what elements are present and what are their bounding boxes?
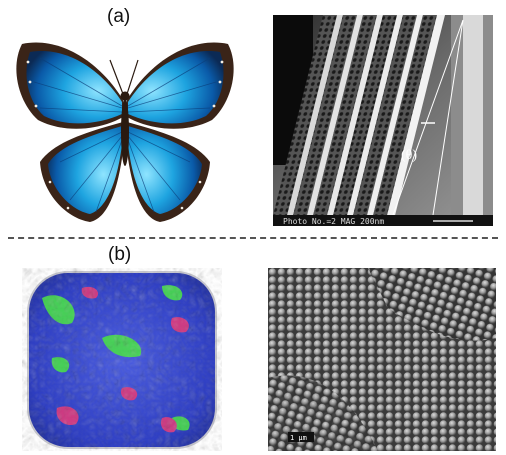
opal-sem-image: 1 μm — [268, 268, 496, 451]
section-divider — [8, 237, 498, 239]
opal-photo — [22, 268, 222, 451]
wing-scale-sem-image: (θ) Photo No.=2 MAG 200nm — [273, 15, 493, 226]
panel-b-label: (b) — [108, 244, 132, 265]
butterfly-photo — [10, 22, 240, 232]
scale-bar-label: 1 μm — [290, 434, 307, 442]
angle-label: (θ) — [401, 148, 417, 163]
panel-a-label: (a) — [107, 6, 131, 27]
sem-caption: Photo No.=2 MAG 200nm — [283, 217, 384, 226]
